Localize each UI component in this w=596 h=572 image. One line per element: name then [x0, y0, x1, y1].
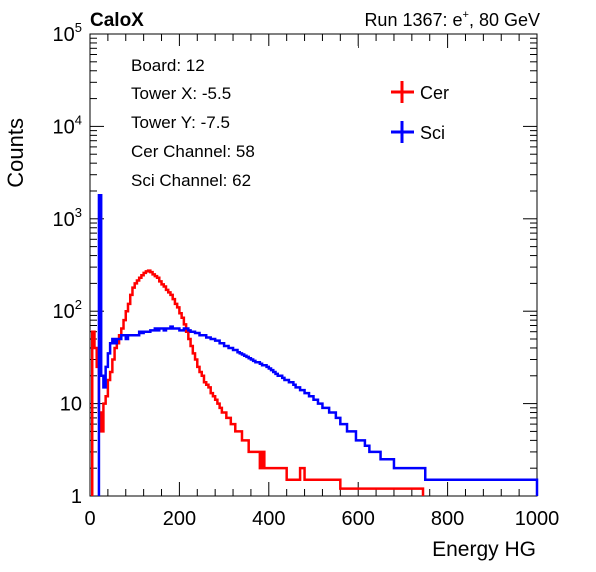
- axis-ticks: 0 200 400 600 800 1000 1 10 102 103 104 105: [53, 20, 560, 530]
- info-tower-x: Tower X: -5.5: [131, 84, 231, 103]
- y-tick-label: 103: [53, 205, 82, 231]
- info-cer-channel: Cer Channel: 58: [131, 142, 255, 161]
- y-tick-label: 104: [53, 112, 82, 138]
- legend: Cer Sci: [391, 81, 449, 143]
- x-tick-label: 600: [342, 508, 375, 530]
- info-tower-y: Tower Y: -7.5: [131, 113, 230, 132]
- y-axis-title: Counts: [3, 118, 28, 188]
- info-box: [118, 46, 358, 200]
- legend-cer-label: Cer: [420, 83, 449, 103]
- run-label-suffix: , 80 GeV: [469, 10, 540, 30]
- series-layer: [90, 193, 539, 496]
- calox-label: CaloX: [90, 10, 144, 31]
- y-tick-label: 10: [60, 394, 82, 416]
- x-tick-label: 400: [252, 508, 285, 530]
- x-tick-label: 1000: [515, 508, 560, 530]
- info-box-lines: Board: 12 Tower X: -5.5 Tower Y: -7.5 Ce…: [131, 56, 255, 190]
- y-tick-label: 105: [53, 20, 82, 46]
- series-cer-line: [90, 269, 425, 496]
- y-tick-label: 102: [53, 297, 82, 323]
- run-label: Run 1367: e+, 80 GeV: [364, 9, 540, 30]
- x-tick-label: 0: [84, 508, 95, 530]
- x-tick-label: 200: [163, 508, 196, 530]
- x-tick-label: 800: [431, 508, 464, 530]
- legend-entry-cer: Cer: [391, 81, 449, 103]
- run-label-superscript: +: [463, 9, 469, 21]
- series-sci-line: [97, 193, 539, 496]
- x-axis-title: Energy HG: [432, 538, 536, 561]
- y-tick-label: 1: [71, 486, 82, 508]
- info-board: Board: 12: [131, 56, 205, 75]
- run-label-prefix: Run 1367: e: [364, 10, 462, 30]
- legend-sci-label: Sci: [420, 123, 445, 143]
- legend-entry-sci: Sci: [391, 121, 445, 143]
- plot-frame: [89, 33, 538, 497]
- info-sci-channel: Sci Channel: 62: [131, 171, 251, 190]
